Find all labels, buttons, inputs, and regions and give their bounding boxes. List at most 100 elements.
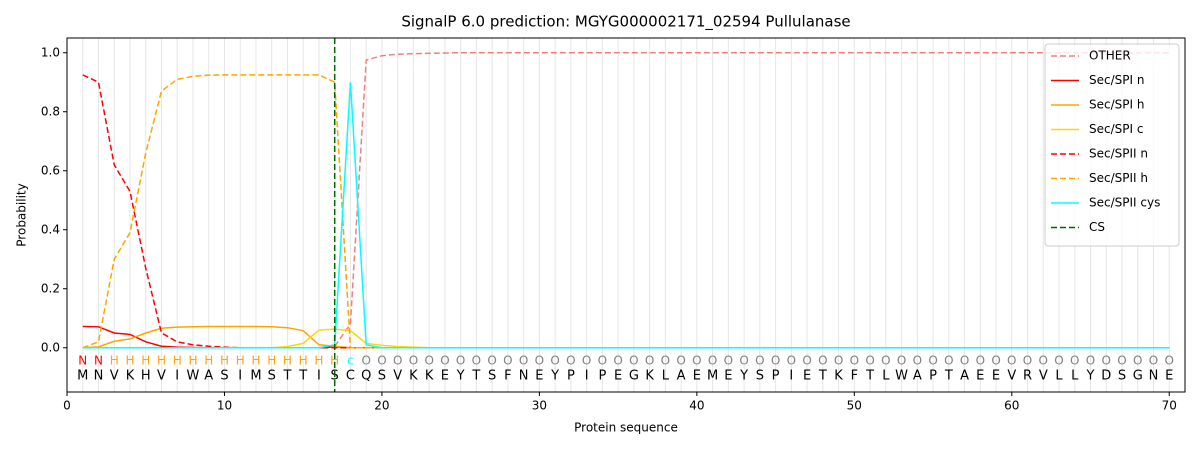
residue: S [1118, 369, 1126, 384]
residue: G [1133, 369, 1143, 384]
residue-label: H [330, 354, 339, 368]
residue: S [488, 369, 496, 384]
residue-label: O [755, 354, 764, 368]
residue: T [865, 369, 874, 384]
x-tick-label: 30 [532, 399, 547, 413]
residue-label: O [1165, 354, 1174, 368]
residue: I [175, 369, 179, 384]
legend-label: CS [1089, 220, 1105, 234]
x-tick-label: 60 [1004, 399, 1019, 413]
residue: E [976, 369, 984, 384]
axes-frame [66, 37, 1186, 393]
residue: Y [550, 369, 559, 384]
residue: L [882, 369, 890, 384]
residue-label: O [865, 354, 874, 368]
residue-label: H [236, 354, 245, 368]
residue: T [282, 369, 291, 384]
residue-label: H [251, 354, 260, 368]
residue: N [1149, 369, 1159, 384]
residue-label: O [582, 354, 591, 368]
chart-title: SignalP 6.0 prediction: MGYG000002171_02… [401, 13, 850, 32]
residue-label: O [739, 354, 748, 368]
residue-label: O [897, 354, 906, 368]
y-tick-label: 0.6 [41, 163, 60, 177]
legend-label: Sec/SPI n [1089, 73, 1144, 87]
residue: I [238, 369, 242, 384]
residue-label: H [110, 354, 119, 368]
residue: V [157, 369, 166, 384]
residue-label: O [1023, 354, 1032, 368]
residue-label: O [409, 354, 418, 368]
residue-label: O [1039, 354, 1048, 368]
residue: L [1071, 369, 1079, 384]
residue-label: O [928, 354, 937, 368]
residue-label: O [519, 354, 528, 368]
residue: V [1039, 369, 1048, 384]
residue: T [944, 369, 953, 384]
residue-label: H [141, 354, 150, 368]
residue: K [834, 369, 843, 384]
residue: K [425, 369, 434, 384]
residue-label: O [629, 354, 638, 368]
legend-label: Sec/SPII cys [1089, 196, 1160, 210]
residue-label: H [299, 354, 308, 368]
residue-label: O [1133, 354, 1142, 368]
residue: E [992, 369, 1000, 384]
residue: L [1055, 369, 1063, 384]
residue-label: O [645, 354, 654, 368]
residue: F [851, 369, 858, 384]
residue: K [409, 369, 418, 384]
residue: A [960, 369, 969, 384]
residue: P [567, 369, 575, 384]
residue: M [250, 369, 261, 384]
residue: W [187, 369, 200, 384]
series-line [82, 74, 1170, 349]
residue-label: O [708, 354, 717, 368]
residue: T [298, 369, 307, 384]
residue-label: H [157, 354, 166, 368]
x-tick-label: 50 [847, 399, 862, 413]
residue-label: O [991, 354, 1000, 368]
residue: T [818, 369, 827, 384]
residue-label: O [676, 354, 685, 368]
residue-label: O [361, 354, 370, 368]
y-tick-label: 0.0 [41, 340, 60, 354]
residue-label: O [661, 354, 670, 368]
residue: K [645, 369, 654, 384]
residue-label: O [472, 354, 481, 368]
residue: A [677, 369, 686, 384]
residue: R [1023, 369, 1032, 384]
residue-label: O [1149, 354, 1158, 368]
residue: Y [1086, 369, 1095, 384]
residue: D [1101, 369, 1111, 384]
residue-label: O [550, 354, 559, 368]
x-axis-label: Protein sequence [574, 421, 678, 435]
residue: W [895, 369, 908, 384]
residue: A [913, 369, 922, 384]
residue: V [110, 369, 119, 384]
residue: T [471, 369, 480, 384]
legend-label: Sec/SPI h [1089, 98, 1144, 112]
x-tick-label: 10 [217, 399, 232, 413]
legend-label: Sec/SPII h [1089, 171, 1148, 185]
residue-label: O [440, 354, 449, 368]
x-tick-label: 20 [374, 399, 389, 413]
residue-label: O [424, 354, 433, 368]
y-tick-label: 0.4 [41, 222, 60, 236]
residue: E [724, 369, 732, 384]
residue: H [141, 369, 151, 384]
residue: K [126, 369, 135, 384]
residue: P [598, 369, 606, 384]
residue: Y [739, 369, 748, 384]
series-line [82, 52, 1170, 349]
residue: E [535, 369, 543, 384]
residue: E [1165, 369, 1173, 384]
residue-label: O [787, 354, 796, 368]
residue-label: O [535, 354, 544, 368]
residue: Y [456, 369, 465, 384]
residue-label: O [1070, 354, 1079, 368]
residue-label: N [78, 354, 87, 368]
residue-label: O [566, 354, 575, 368]
residue-label: N [94, 354, 103, 368]
residue: M [77, 369, 88, 384]
